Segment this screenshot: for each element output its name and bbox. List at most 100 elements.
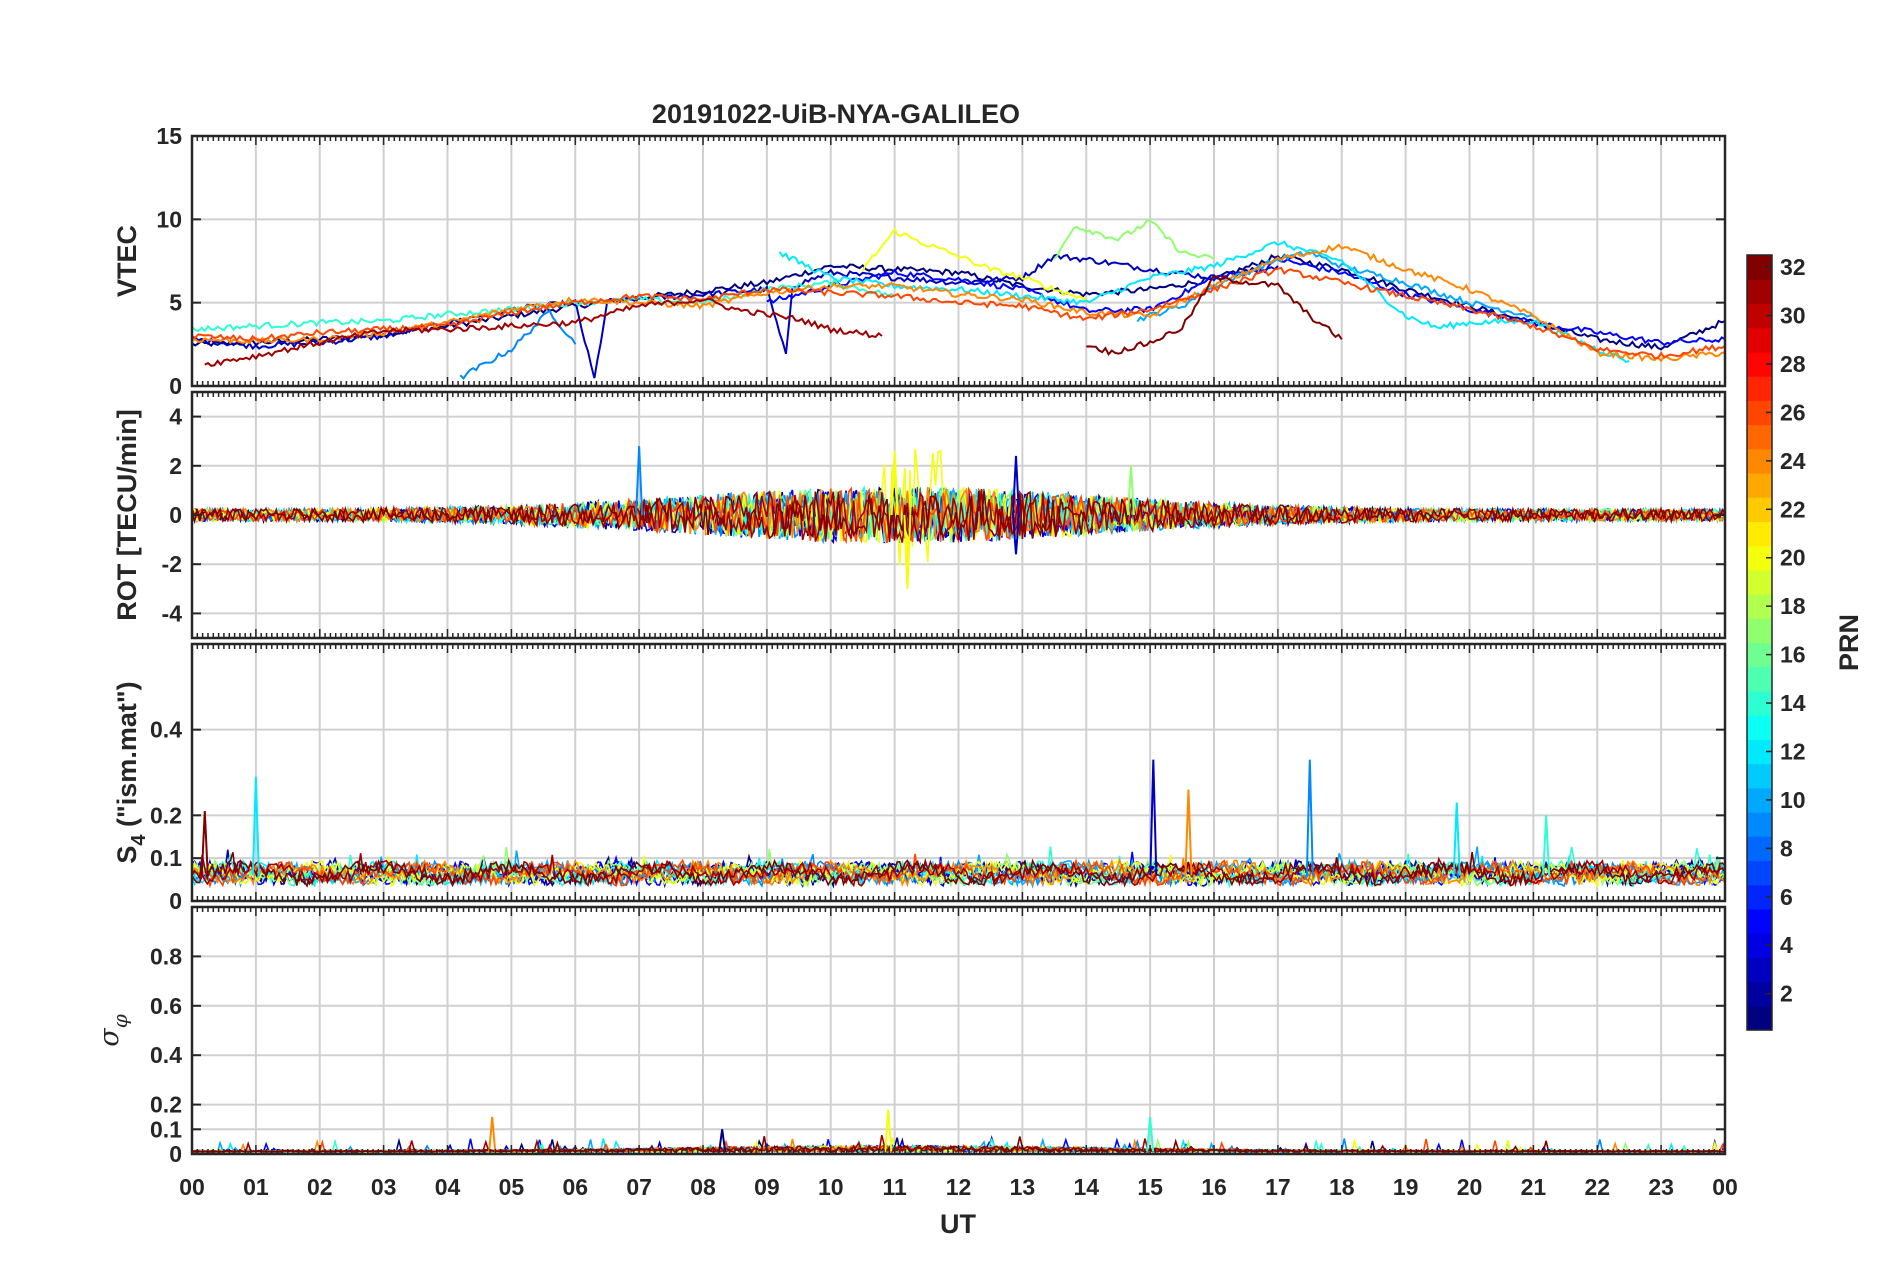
x-tick-label: 23 [1648,1174,1674,1200]
x-tick-label: 14 [1073,1174,1099,1200]
panel-4: 00.10.2 0.4 0.6 0.8 σφ [94,905,1727,1167]
colorbar-segment [1747,376,1772,401]
x-tick-label: 08 [690,1174,716,1200]
y-tick-label: 0 [169,1141,182,1167]
x-tick-label: 18 [1329,1174,1355,1200]
spike-prn-3 [1011,455,1020,516]
x-axis-label: UT [940,1209,976,1239]
colorbar-segment [1747,860,1772,886]
vtec-series-prn-20 [861,227,1087,301]
y-tick-label: -2 [162,551,182,577]
x-tick-label: 03 [371,1174,397,1200]
y-tick-label: 0 [169,888,182,914]
colorbar-segment [1747,327,1772,353]
colorbar-tick-label: 28 [1780,351,1806,377]
colorbar-segment [1747,666,1772,692]
x-tick-label: 07 [626,1174,652,1200]
x-tick-label: 11 [882,1174,907,1200]
x-tick-label: 00 [1712,1174,1738,1200]
x-ticks-panel-4 [191,907,1726,1154]
x-tick-label: 19 [1393,1174,1419,1200]
colorbar-segment [1747,763,1772,789]
colorbar-tick-label: 24 [1780,448,1806,474]
x-tick-label: 22 [1584,1174,1610,1200]
y-axis-label-panel-2: ROT [TECU/min] [112,409,142,620]
y-axis-label-panel-4: σφ [94,1014,132,1046]
colorbar-tick-label: 2 [1780,981,1793,1007]
y-tick-label: 0.2 [150,802,182,828]
colorbar-segment [1747,569,1772,595]
spike-prn-12 [251,776,260,876]
spike-prn-9 [1305,759,1314,876]
series-prn-26 [192,853,1725,889]
panel-1: 0 5 10 15 VTEC [112,123,1727,399]
y-tick-label: 5 [169,290,182,316]
vtec-series-prn-9 [459,309,577,380]
colorbar-segment [1747,715,1772,740]
y-tick-label: 0.4 [150,717,182,743]
y-tick-label: 0.4 [150,1042,182,1068]
spike-prn-3 [1149,759,1158,876]
x-tick-label: 06 [562,1174,588,1200]
y-tick-label: 2 [169,453,182,479]
chart-title: 20191022-UiB-NYA-GALILEO [652,99,1020,129]
spike-prn-24 [1184,789,1193,876]
vtec-series-prn-32 [1086,275,1343,356]
spike-prn-3 [1011,514,1020,555]
colorbar-segment [1747,424,1772,450]
colorbar-tick-label: 20 [1780,545,1806,571]
spike-prn-24 [488,1116,497,1152]
colorbar-segment [1747,472,1772,498]
spike-prn-9 [635,446,644,516]
colorbar-tick-label: 8 [1780,835,1793,861]
y-tick-label: 0.6 [150,993,182,1019]
y-tick-label: 4 [169,404,182,430]
colorbar-tick-label: 18 [1780,593,1806,619]
panel-3: 0 0.1 0.2 0.4S4 ("ism.mat") [112,642,1727,914]
grid-panel-4 [192,907,1725,1154]
y-tick-label: 0.1 [150,1116,182,1142]
data-panel-3 [192,759,1725,889]
x-tick-label: 21 [1521,1174,1547,1200]
vtec-series-prn-24 [192,243,1725,363]
data-panel-1 [192,219,1725,380]
series-prn-20 [192,854,1725,889]
colorbar-tick-label: 4 [1780,932,1793,958]
colorbar-segment [1747,1005,1772,1031]
spike-prn-17 [1126,465,1135,516]
spike-prn-12 [1452,802,1461,876]
vtec-series-prn-17 [1053,219,1215,261]
series-prn-31 [192,489,1725,543]
x-tick-label: 13 [1010,1174,1036,1200]
x-tick-label: 01 [243,1174,269,1200]
y-tick-label: 15 [156,123,182,149]
spike-prn-14 [1146,1116,1155,1152]
y-tick-label: 0 [169,502,182,528]
colorbar-segment [1747,812,1772,837]
spike-prn-32 [200,811,209,876]
colorbar-tick-label: 32 [1780,254,1806,280]
spike-prn-20 [903,514,912,589]
colorbar-segment [1747,957,1772,983]
colorbar-tick-label: 6 [1780,884,1793,910]
colorbar-tick-label: 14 [1780,690,1806,716]
y-tick-label: 10 [156,206,182,232]
x-tick-label: 00 [179,1174,205,1200]
spike-prn-20 [890,450,899,516]
colorbar-tick-label: 12 [1780,738,1806,764]
y-axis-label-panel-1: VTEC [112,225,142,297]
colorbar-segment [1747,279,1772,305]
x-tick-labels: 00 01 02 03 04 05 06 07 08 09 10 11 12 13 14 15 16 17 18 19… [179,1174,1738,1200]
vtec-series-prn-31 [204,297,883,367]
colorbar-segment [1747,521,1772,547]
y-tick-label: 0.8 [150,943,182,969]
colorbar-tick-label: 22 [1780,496,1806,522]
spike-prn-14 [1542,815,1551,876]
x-tick-label: 04 [435,1174,461,1200]
colorbar-tick-label: 10 [1780,787,1806,813]
spike-prn-20 [884,1109,893,1152]
x-tick-label: 05 [499,1174,525,1200]
